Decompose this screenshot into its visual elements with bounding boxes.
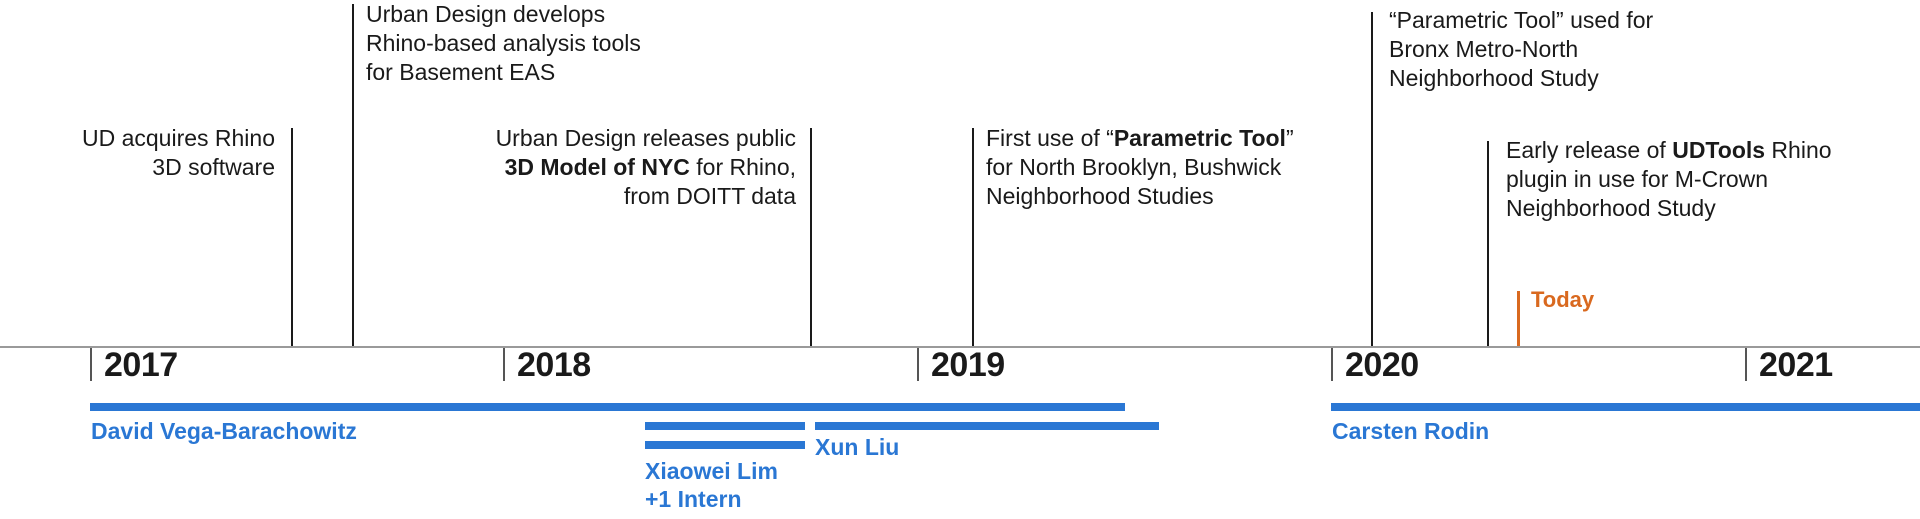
year-tick-2018 — [503, 348, 505, 381]
event-model-line-3: from DOITT data — [623, 183, 796, 209]
event-udtools-pre: Early release of — [1506, 137, 1673, 163]
event-tools-line-2: Rhino-based analysis tools — [366, 30, 641, 56]
event-marker-udtools — [1487, 141, 1489, 346]
event-model-line-2: 3D Model of NYC for Rhino, — [376, 153, 796, 182]
year-tick-2021 — [1745, 348, 1747, 381]
event-param2-line-3: Neighborhood Study — [1389, 65, 1599, 91]
staff-bar-xiaowei-2 — [645, 441, 805, 449]
event-rhino: UD acquires Rhino 3D software — [0, 124, 275, 182]
year-tick-2017 — [90, 348, 92, 381]
event-marker-param2 — [1371, 12, 1373, 346]
event-param2-line-1: “Parametric Tool” used for — [1389, 7, 1654, 33]
year-label-2018: 2018 — [517, 346, 591, 384]
staff-bar-david — [90, 403, 1125, 411]
event-param2: “Parametric Tool” used for Bronx Metro-N… — [1389, 6, 1749, 93]
event-param1-line-2: for North Brooklyn, Bushwick — [986, 154, 1282, 180]
event-udtools: Early release of UDTools Rhino plugin in… — [1506, 136, 1906, 223]
event-rhino-line-2: 3D software — [152, 154, 275, 180]
event-marker-tools — [352, 4, 354, 346]
today-label: Today — [1531, 287, 1595, 312]
event-model-line-2-rest: for Rhino, — [689, 154, 796, 180]
staff-name-xiaowei-line-1: Xiaowei Lim — [645, 458, 778, 484]
year-tick-2020 — [1331, 348, 1333, 381]
staff-name-xiaowei: Xiaowei Lim +1 Intern — [645, 457, 778, 513]
event-param1-pre: First use of “ — [986, 125, 1114, 151]
event-udtools-highlight: UDTools — [1672, 137, 1766, 163]
event-marker-param1 — [972, 128, 974, 346]
event-param2-line-2: Bronx Metro-North — [1389, 36, 1579, 62]
event-param1-highlight: Parametric Tool — [1113, 125, 1286, 151]
event-param1-line-3: Neighborhood Studies — [986, 183, 1214, 209]
event-tools-line-1: Urban Design develops — [366, 1, 606, 27]
event-udtools-line-1: Early release of UDTools Rhino — [1506, 136, 1906, 165]
event-model-highlight: 3D Model of NYC — [504, 154, 690, 180]
event-udtools-line-2: plugin in use for M-Crown — [1506, 166, 1769, 192]
event-model-line-1: Urban Design releases public — [495, 125, 796, 151]
staff-bar-xiaowei-1 — [645, 422, 805, 430]
event-model: Urban Design releases public 3D Model of… — [376, 124, 796, 211]
today-marker — [1517, 291, 1520, 346]
event-param1-line-1: First use of “Parametric Tool” — [986, 124, 1386, 153]
event-marker-model — [810, 128, 812, 346]
event-param1-post: ” — [1285, 125, 1294, 151]
event-udtools-post: Rhino — [1765, 137, 1832, 163]
staff-bar-carsten — [1331, 403, 1920, 411]
year-label-2021: 2021 — [1759, 346, 1833, 384]
timeline-axis — [0, 346, 1920, 348]
event-udtools-line-3: Neighborhood Study — [1506, 195, 1716, 221]
staff-name-david: David Vega-Barachowitz — [91, 418, 357, 444]
event-tools-line-3: for Basement EAS — [366, 59, 556, 85]
year-label-2019: 2019 — [931, 346, 1005, 384]
staff-name-xun: Xun Liu — [815, 434, 900, 460]
staff-name-xiaowei-line-2: +1 Intern — [645, 486, 742, 512]
event-tools: Urban Design develops Rhino-based analys… — [366, 0, 726, 87]
staff-bar-xun — [815, 422, 1159, 430]
event-rhino-line-1: UD acquires Rhino — [81, 125, 275, 151]
year-label-2017: 2017 — [104, 346, 178, 384]
year-label-2020: 2020 — [1345, 346, 1419, 384]
staff-name-carsten: Carsten Rodin — [1332, 418, 1490, 444]
event-marker-rhino — [291, 128, 293, 346]
event-param1: First use of “Parametric Tool” for North… — [986, 124, 1386, 211]
year-tick-2019 — [917, 348, 919, 381]
